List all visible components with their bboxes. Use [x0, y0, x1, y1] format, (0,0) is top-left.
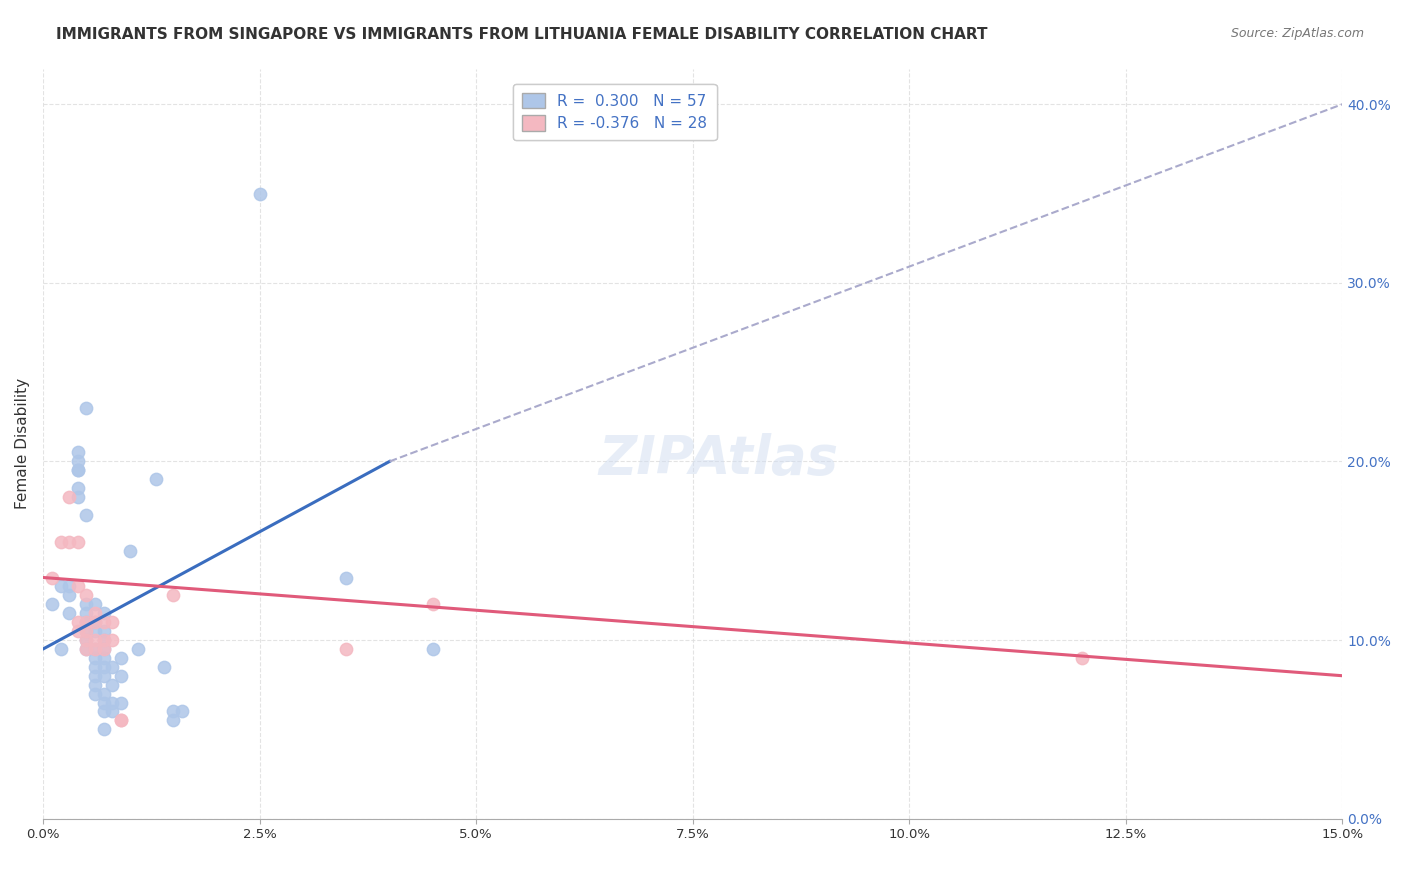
Point	[110, 714, 132, 728]
Point	[84, 642, 107, 657]
Point	[58, 579, 80, 593]
Point	[93, 723, 115, 737]
Point	[93, 642, 115, 657]
Point	[93, 696, 115, 710]
Point	[101, 705, 124, 719]
Point	[76, 588, 98, 602]
Point	[93, 606, 115, 620]
Point	[76, 597, 98, 611]
Point	[84, 606, 107, 620]
Point	[66, 454, 89, 468]
Point	[101, 615, 124, 629]
Point	[76, 632, 98, 647]
Point	[110, 669, 132, 683]
Text: ZIPAtlas: ZIPAtlas	[599, 433, 839, 484]
Point	[41, 570, 63, 584]
Point	[101, 696, 124, 710]
Point	[84, 615, 107, 629]
Point	[93, 687, 115, 701]
Point	[66, 445, 89, 459]
Point	[93, 651, 115, 665]
Point	[127, 642, 149, 657]
Point	[422, 642, 444, 657]
Point	[162, 705, 184, 719]
Point	[49, 642, 72, 657]
Point	[41, 597, 63, 611]
Point	[49, 579, 72, 593]
Point	[93, 624, 115, 638]
Point	[93, 632, 115, 647]
Point	[66, 463, 89, 477]
Point	[93, 669, 115, 683]
Point	[84, 669, 107, 683]
Point	[76, 401, 98, 415]
Point	[49, 534, 72, 549]
Point	[76, 624, 98, 638]
Point	[84, 651, 107, 665]
Point	[84, 678, 107, 692]
Point	[335, 642, 357, 657]
Point	[66, 624, 89, 638]
Point	[58, 588, 80, 602]
Point	[153, 660, 176, 674]
Point	[162, 714, 184, 728]
Point	[76, 606, 98, 620]
Point	[93, 660, 115, 674]
Point	[66, 534, 89, 549]
Point	[76, 508, 98, 522]
Point	[118, 543, 141, 558]
Point	[84, 597, 107, 611]
Point	[66, 490, 89, 504]
Point	[84, 632, 107, 647]
Point	[93, 642, 115, 657]
Point	[84, 615, 107, 629]
Point	[76, 615, 98, 629]
Point	[145, 472, 167, 486]
Point	[58, 490, 80, 504]
Point	[76, 642, 98, 657]
Point	[110, 696, 132, 710]
Y-axis label: Female Disability: Female Disability	[15, 378, 30, 509]
Point	[101, 660, 124, 674]
Text: Source: ZipAtlas.com: Source: ZipAtlas.com	[1230, 27, 1364, 40]
Point	[66, 481, 89, 495]
Point	[93, 615, 115, 629]
Point	[110, 714, 132, 728]
Point	[84, 687, 107, 701]
Point	[76, 642, 98, 657]
Point	[76, 624, 98, 638]
Point	[58, 534, 80, 549]
Point	[76, 615, 98, 629]
Point	[84, 660, 107, 674]
Point	[93, 632, 115, 647]
Point	[66, 615, 89, 629]
Point	[66, 579, 89, 593]
Point	[76, 632, 98, 647]
Text: IMMIGRANTS FROM SINGAPORE VS IMMIGRANTS FROM LITHUANIA FEMALE DISABILITY CORRELA: IMMIGRANTS FROM SINGAPORE VS IMMIGRANTS …	[56, 27, 988, 42]
Point	[1071, 651, 1094, 665]
Point	[162, 588, 184, 602]
Point	[101, 632, 124, 647]
Point	[110, 651, 132, 665]
Point	[422, 597, 444, 611]
Point	[84, 642, 107, 657]
Point	[93, 705, 115, 719]
Point	[101, 678, 124, 692]
Point	[249, 186, 271, 201]
Point	[335, 570, 357, 584]
Point	[66, 463, 89, 477]
Point	[58, 606, 80, 620]
Point	[84, 624, 107, 638]
Legend: R =  0.300   N = 57, R = -0.376   N = 28: R = 0.300 N = 57, R = -0.376 N = 28	[513, 84, 717, 140]
Point	[170, 705, 193, 719]
